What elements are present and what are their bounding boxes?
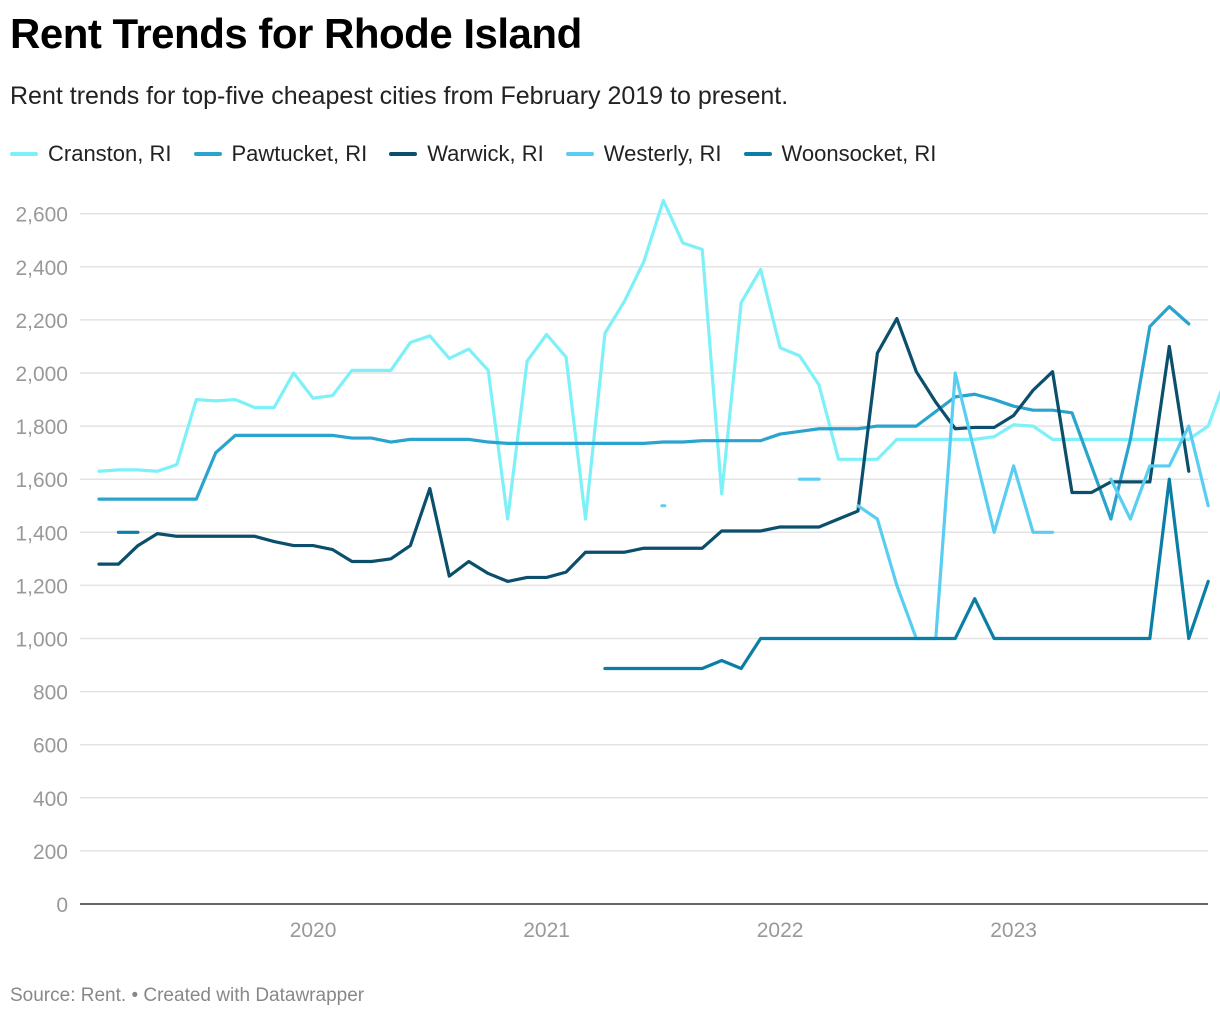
legend-item: Woonsocket, RI — [743, 141, 937, 167]
x-tick-label: 2023 — [990, 919, 1037, 942]
chart-subtitle: Rent trends for top-five cheapest cities… — [10, 82, 789, 110]
series-line-segment — [97, 316, 1191, 584]
legend-item: Cranston, RI — [10, 141, 172, 167]
x-tick-label: 2022 — [757, 919, 804, 942]
y-tick-label: 2,400 — [15, 257, 68, 280]
source-note: Source: Rent. • Created with Datawrapper — [10, 985, 365, 1006]
y-tick-label: 1,600 — [15, 469, 68, 492]
legend-label: Cranston, RI — [48, 141, 172, 166]
legend-item: Pawtucket, RI — [193, 141, 368, 167]
series-line-segment — [97, 198, 1220, 521]
gridlines — [80, 212, 1208, 852]
y-tick-label: 2,600 — [15, 204, 68, 227]
y-tick-label: 200 — [33, 841, 68, 864]
series-line-segment — [1109, 424, 1210, 521]
chart-title: Rent Trends for Rhode Island — [10, 10, 582, 57]
legend-swatch — [565, 152, 594, 156]
y-tick-label: 2,000 — [15, 363, 68, 386]
y-tick-label: 0 — [56, 894, 68, 917]
x-tick-label: 2020 — [290, 919, 337, 942]
y-tick-label: 400 — [33, 788, 68, 811]
series-warwick-ri — [97, 316, 1191, 584]
legend: Cranston, RI Pawtucket, RI Warwick, RI West… — [10, 141, 958, 167]
series-cranston-ri — [97, 198, 1220, 521]
series-pawtucket-ri — [97, 305, 1191, 521]
series-line-segment — [603, 477, 1210, 671]
y-tick-label: 1,200 — [15, 575, 68, 598]
series-westerly-ri — [660, 371, 1210, 641]
legend-swatch — [389, 152, 418, 156]
legend-swatch — [10, 152, 38, 156]
y-tick-label: 1,800 — [15, 416, 68, 439]
y-tick-label: 1,000 — [15, 629, 68, 652]
legend-label: Westerly, RI — [603, 141, 722, 166]
legend-swatch — [743, 152, 772, 156]
x-tick-label: 2021 — [523, 919, 570, 942]
legend-item: Warwick, RI — [389, 141, 544, 167]
series-line-segment — [856, 371, 1055, 641]
legend-item: Westerly, RI — [565, 141, 722, 167]
series-line-segment — [97, 305, 1191, 521]
legend-label: Warwick, RI — [427, 141, 544, 166]
y-tick-label: 800 — [33, 682, 68, 705]
y-tick-label: 2,200 — [15, 310, 68, 333]
y-tick-label: 600 — [33, 735, 68, 758]
y-tick-label: 1,400 — [15, 522, 68, 545]
legend-swatch — [193, 152, 222, 156]
legend-label: Pawtucket, RI — [231, 141, 368, 166]
legend-label: Woonsocket, RI — [781, 141, 937, 166]
series-woonsocket-ri — [116, 477, 1210, 671]
